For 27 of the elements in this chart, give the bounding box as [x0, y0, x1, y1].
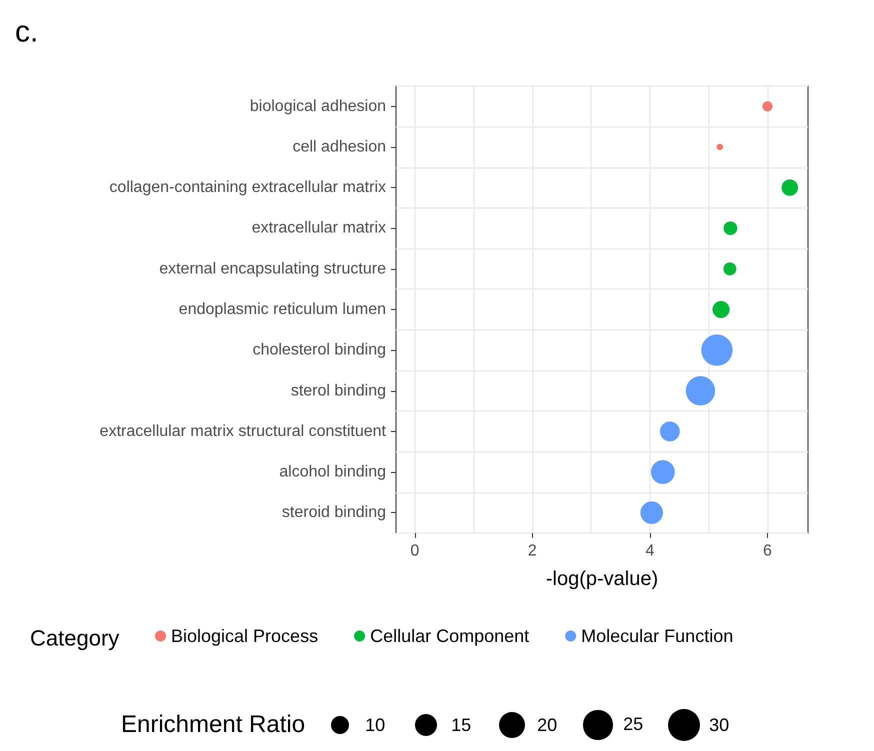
x-tick-label: 4 [645, 542, 654, 560]
x-axis-title: -log(p-value) [546, 568, 658, 590]
y-tick-label: endoplasmic reticulum lumen [178, 301, 386, 318]
y-tick-label: steroid binding [282, 504, 386, 522]
legend-label: Biological Process [171, 626, 318, 646]
legend-label: 30 [709, 714, 730, 736]
legend-label: Molecular Function [581, 626, 734, 646]
legend-label: 10 [365, 714, 386, 736]
legend-label: 15 [451, 714, 472, 736]
y-tick-label: collagen-containing extracellular matrix [109, 179, 386, 196]
y-tick-label: external encapsulating structure [159, 260, 386, 278]
x-tick-label: 6 [762, 542, 772, 560]
text: Enrichment Ratio [121, 711, 306, 739]
legend-title: Category [30, 626, 120, 650]
y-tick-label: extracellular matrix structural constituent [100, 422, 387, 440]
x-tick-label: 0 [410, 542, 420, 560]
legend-label: Cellular Component [370, 626, 530, 646]
legend-label: 20 [537, 714, 558, 736]
y-tick-label: sterol binding [290, 382, 386, 400]
y-tick-label: cholesterol binding [252, 342, 386, 359]
y-tick-label: extracellular matrix [252, 220, 386, 237]
y-tick-label: alcohol binding [279, 464, 386, 481]
text: c. [15, 16, 38, 48]
y-tick-label: cell adhesion [292, 138, 386, 156]
x-tick-label: 2 [528, 542, 537, 560]
legend-label: 25 [623, 714, 644, 736]
y-tick-label: biological adhesion [250, 98, 386, 115]
